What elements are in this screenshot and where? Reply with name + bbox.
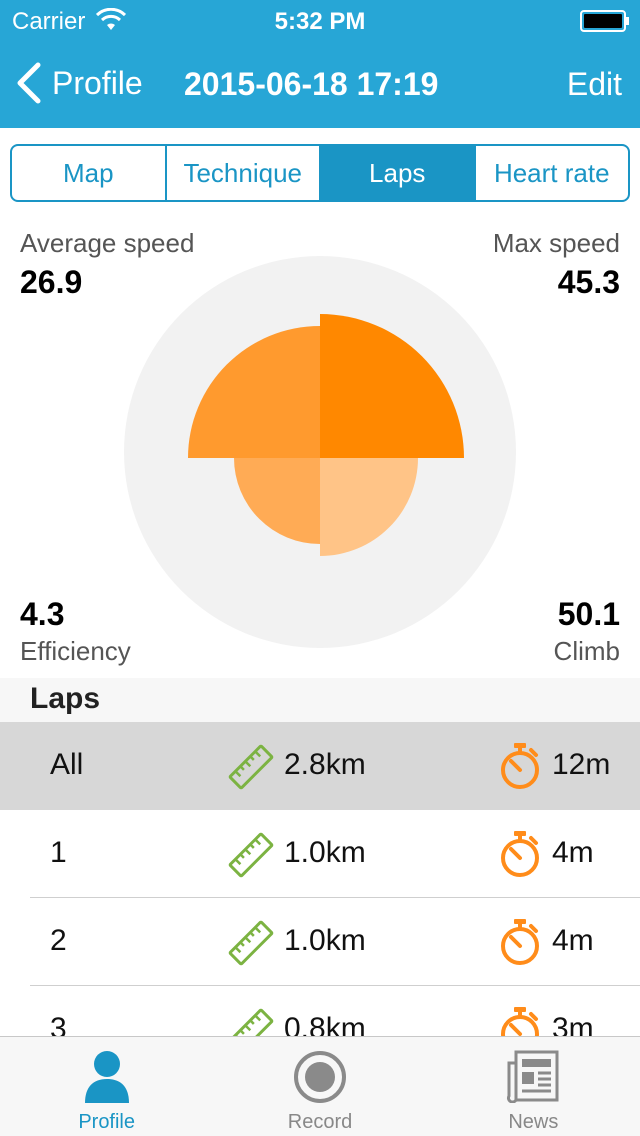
lap-distance: 2.8km	[284, 748, 366, 781]
lap-row-1[interactable]: 1 1.0km 4m	[0, 810, 640, 898]
row-separator	[30, 985, 640, 986]
tab-bar-news[interactable]: News	[427, 1037, 640, 1136]
tab-bar-record[interactable]: Record	[213, 1037, 426, 1136]
stats-polar-chart	[124, 256, 516, 648]
lap-time: 3m	[552, 1012, 594, 1036]
wifi-icon	[96, 8, 126, 30]
tab-laps[interactable]: Laps	[321, 146, 476, 200]
segment-bottom-right	[320, 458, 418, 556]
page-title: 2015-06-18 17:19	[184, 66, 439, 102]
ruler-icon	[228, 1008, 274, 1036]
tab-technique[interactable]: Technique	[167, 146, 321, 200]
tab-bar: Profile Record News	[0, 1036, 640, 1136]
lap-distance: 1.0km	[284, 924, 366, 957]
laps-list[interactable]: All 2.8km 12m 1 1.0km	[0, 722, 640, 1036]
carrier-label: Carrier	[12, 8, 86, 35]
segment-bottom-left	[234, 458, 320, 544]
lap-row-all[interactable]: All 2.8km 12m	[0, 722, 640, 810]
average-speed-value: 26.9	[20, 264, 83, 300]
max-speed-label: Max speed	[492, 228, 620, 258]
efficiency-label: Efficiency	[20, 636, 131, 666]
average-speed-label: Average speed	[20, 228, 195, 258]
climb-value: 50.1	[557, 596, 620, 632]
stopwatch-icon	[501, 743, 539, 789]
laps-title: Laps	[30, 682, 101, 715]
battery-icon	[580, 10, 629, 32]
tab-bar-label: News	[508, 1111, 559, 1133]
lap-time: 12m	[552, 748, 611, 781]
tab-bar-label: Profile	[78, 1111, 136, 1133]
lap-name: 3	[50, 1012, 67, 1036]
newspaper-icon	[507, 1050, 559, 1103]
stopwatch-icon	[501, 1007, 539, 1036]
lap-row-3[interactable]: 3 0.8km 3m	[0, 986, 640, 1036]
lap-name: 1	[50, 836, 67, 869]
tab-map[interactable]: Map	[12, 146, 167, 200]
segment-top-left	[188, 326, 320, 458]
edit-button[interactable]: Edit	[566, 66, 622, 102]
stopwatch-icon	[501, 919, 539, 965]
lap-name: All	[50, 748, 84, 781]
header: Carrier 5:32 PM Profile 2015-06-18 17:19…	[0, 0, 640, 128]
stopwatch-icon	[501, 831, 539, 877]
lap-distance: 0.8km	[284, 1012, 366, 1036]
ruler-icon	[228, 744, 274, 790]
stats-panel: Average speed 26.9 Max speed 45.3 4.3 Ef…	[0, 220, 640, 678]
person-icon	[84, 1051, 129, 1103]
lap-name: 2	[50, 924, 67, 957]
max-speed-value: 45.3	[557, 264, 620, 300]
nav-bar: Profile 2015-06-18 17:19 Edit	[0, 40, 640, 128]
row-separator	[30, 897, 640, 898]
status-clock: 5:32 PM	[274, 8, 366, 35]
segmented-tabs: Map Technique Laps Heart rate	[10, 144, 630, 202]
status-bar: Carrier 5:32 PM	[0, 0, 640, 40]
ruler-icon	[228, 920, 274, 966]
lap-time: 4m	[552, 924, 594, 957]
lap-row-2[interactable]: 2 1.0km 4m	[0, 898, 640, 986]
record-icon	[293, 1051, 346, 1103]
laps-section-header: Laps	[0, 678, 640, 722]
lap-time: 4m	[552, 836, 594, 869]
lap-distance: 1.0km	[284, 836, 366, 869]
tab-bar-profile[interactable]: Profile	[0, 1037, 213, 1136]
chevron-left-icon	[17, 62, 41, 104]
efficiency-value: 4.3	[20, 596, 65, 632]
tab-bar-label: Record	[287, 1111, 353, 1133]
tab-heart-rate[interactable]: Heart rate	[493, 158, 610, 188]
back-label: Profile	[52, 64, 143, 101]
ruler-icon	[228, 832, 274, 878]
segment-top-right	[320, 314, 464, 458]
climb-label: Climb	[553, 636, 620, 666]
back-button[interactable]: Profile	[14, 58, 143, 108]
